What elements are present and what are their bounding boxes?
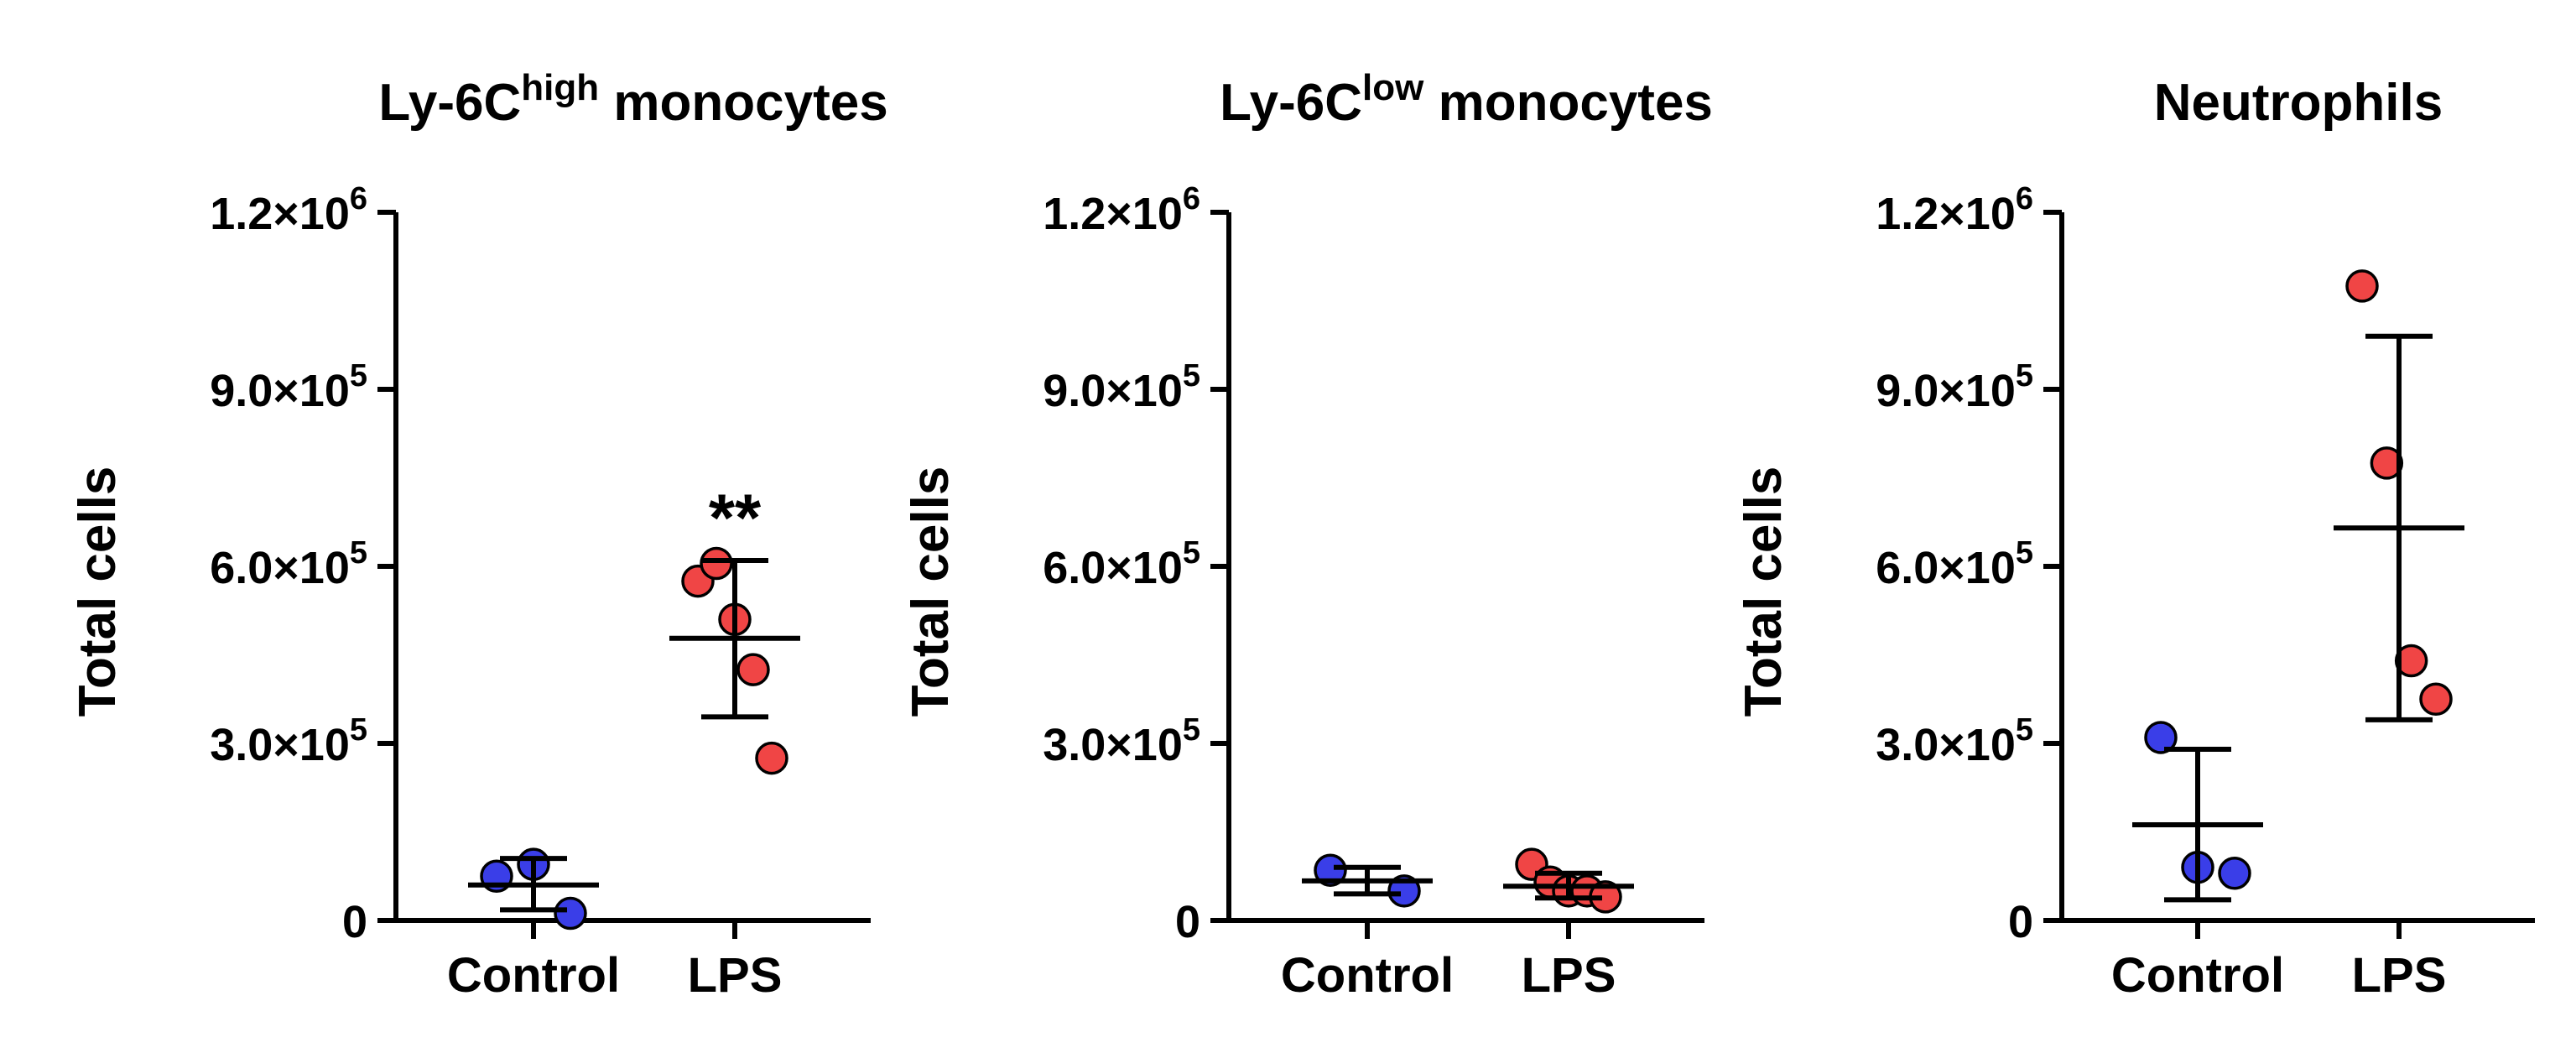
y-tick-label: 1.2×106 (1876, 181, 2033, 239)
y-tick-label-base: 9.0×10 (1043, 366, 1183, 416)
y-tick-label-base: 1.2×10 (210, 189, 350, 239)
data-point-control (2144, 721, 2178, 754)
y-tick-label-exponent: 6 (1183, 181, 1200, 216)
y-tick-label: 3.0×105 (1043, 712, 1200, 770)
chart-title-rest: monocytes (1423, 74, 1713, 132)
chart-title: Ly-6Chigh monocytes (378, 67, 887, 132)
data-point-control (2218, 856, 2251, 890)
data-point-lps (755, 741, 788, 775)
x-tick-label: Control (447, 948, 620, 1003)
y-axis-label: Total cells (1735, 467, 1793, 717)
y-tick-label-exponent: 5 (1183, 712, 1200, 748)
y-tick-label-exponent: 5 (1183, 358, 1200, 394)
chart-title-superscript: low (1362, 67, 1424, 108)
chart-title-main: Ly-6C (378, 74, 521, 132)
y-tick-label-exponent: 5 (350, 535, 367, 571)
y-tick-label-base: 0 (2008, 897, 2033, 947)
y-tick-label-exponent: 6 (350, 181, 367, 216)
chart-title-main: Neutrophils (2154, 74, 2443, 132)
y-tick-label-base: 6.0×10 (210, 543, 350, 593)
chart-title: Neutrophils (2154, 74, 2443, 132)
data-point-lps (700, 546, 733, 581)
y-tick-label-exponent: 5 (2016, 358, 2033, 394)
x-tick-label: LPS (2352, 948, 2447, 1003)
y-tick-label-base: 9.0×10 (210, 366, 350, 416)
y-tick-label: 1.2×106 (1043, 181, 1200, 239)
x-tick-label: LPS (688, 948, 783, 1003)
x-tick-label: Control (1281, 948, 1454, 1003)
y-tick-label: 9.0×105 (210, 358, 367, 416)
x-tick-label: Control (2111, 948, 2284, 1003)
data-point-lps (2345, 269, 2379, 303)
y-tick-label-base: 1.2×10 (1876, 189, 2016, 239)
chart-title-rest: monocytes (599, 74, 888, 132)
y-tick-label-base: 0 (342, 897, 367, 947)
y-tick-label: 6.0×105 (1043, 535, 1200, 593)
y-tick-label-base: 1.2×10 (1043, 189, 1183, 239)
panel-ly6c-low: Ly-6Clow monocytes03.0×1056.0×1059.0×105… (902, 67, 1713, 1003)
x-tick-label: LPS (1522, 948, 1616, 1003)
y-tick-label-exponent: 5 (2016, 712, 2033, 748)
y-tick-label-exponent: 5 (350, 712, 367, 748)
y-tick-label-base: 6.0×10 (1876, 543, 2016, 593)
chart-title-superscript: high (521, 67, 599, 108)
panel-ly6c-high: Ly-6Chigh monocytes03.0×1056.0×1059.0×10… (69, 67, 888, 1003)
y-tick-label-exponent: 5 (2016, 535, 2033, 571)
y-tick-label: 3.0×105 (1876, 712, 2033, 770)
y-tick-label-base: 3.0×10 (210, 720, 350, 770)
data-point-control (554, 896, 587, 930)
y-tick-label-exponent: 6 (2016, 181, 2033, 216)
y-axis-label: Total cells (902, 467, 960, 717)
y-tick-label: 1.2×106 (210, 181, 367, 239)
data-point-lps (736, 653, 770, 686)
significance-marker: ** (709, 481, 762, 555)
panel-neutrophils: Neutrophils03.0×1056.0×1059.0×1051.2×106… (1735, 74, 2535, 1003)
y-tick-label-base: 9.0×10 (1876, 366, 2016, 416)
y-tick-label-exponent: 5 (1183, 535, 1200, 571)
y-tick-label-base: 3.0×10 (1876, 720, 2016, 770)
y-tick-label: 0 (1175, 897, 1200, 947)
y-axis-label: Total cells (69, 467, 127, 717)
y-tick-label: 6.0×105 (1876, 535, 2033, 593)
y-tick-label: 9.0×105 (1043, 358, 1200, 416)
y-tick-label: 0 (342, 897, 367, 947)
y-tick-label-exponent: 5 (350, 358, 367, 394)
y-tick-label: 9.0×105 (1876, 358, 2033, 416)
y-tick-label-base: 0 (1175, 897, 1200, 947)
chart-title-main: Ly-6C (1220, 74, 1362, 132)
y-tick-label-base: 3.0×10 (1043, 720, 1183, 770)
data-point-control (1314, 853, 1347, 887)
y-tick-label: 0 (2008, 897, 2033, 947)
y-tick-label-base: 6.0×10 (1043, 543, 1183, 593)
data-point-lps (2370, 446, 2404, 480)
y-tick-label: 3.0×105 (210, 712, 367, 770)
data-point-lps (2394, 644, 2428, 678)
data-point-lps (2419, 682, 2453, 716)
chart-title: Ly-6Clow monocytes (1220, 67, 1713, 132)
y-tick-label: 6.0×105 (210, 535, 367, 593)
